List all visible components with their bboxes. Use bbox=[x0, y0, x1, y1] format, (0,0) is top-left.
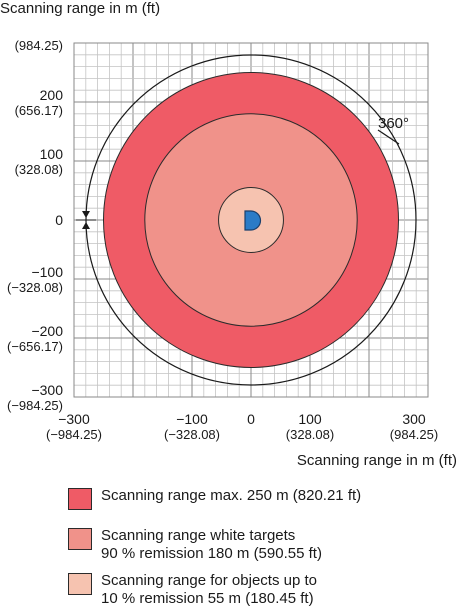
y-tick-feet: (−328.08) bbox=[6, 280, 63, 295]
x-tick-value: 100 bbox=[298, 411, 322, 427]
y-tick-feet: (328.08) bbox=[14, 162, 63, 177]
x-tick-feet: (328.08) bbox=[285, 427, 335, 442]
legend-label-line: Scanning range max. 250 m (820.21 ft) bbox=[101, 487, 362, 504]
y-tick-feet: (−656.17) bbox=[6, 339, 63, 354]
x-tick-label: −100 (−328.08) bbox=[147, 411, 237, 443]
y-tick-feet: (656.17) bbox=[14, 103, 63, 118]
y-tick-label: −300 (−984.25) bbox=[0, 382, 63, 414]
legend-swatch bbox=[68, 528, 92, 550]
y-tick-value: −200 bbox=[31, 323, 63, 339]
legend-item: Scanning range for objects up to 10 % rem… bbox=[68, 572, 317, 608]
y-tick-feet: (−984.25) bbox=[6, 398, 63, 413]
y-tick-label: (984.25) bbox=[0, 38, 63, 54]
x-tick-label: 0 bbox=[206, 411, 296, 427]
y-tick-value: −100 bbox=[31, 264, 63, 280]
x-axis-title: Scanning range in m (ft) bbox=[296, 452, 457, 469]
legend-item: Scanning range white targets 90 % remissi… bbox=[68, 527, 322, 563]
grid-border bbox=[73, 42, 429, 398]
x-tick-label: −300 (−984.25) bbox=[29, 411, 119, 443]
y-tick-label: −100 (−328.08) bbox=[0, 264, 63, 296]
y-tick-label: 100 (328.08) bbox=[0, 146, 63, 178]
x-tick-value: 0 bbox=[247, 411, 255, 427]
y-tick-feet: (984.25) bbox=[14, 38, 63, 53]
zero-marker-icon bbox=[76, 211, 96, 229]
x-tick-feet: (−328.08) bbox=[163, 427, 220, 442]
legend-label-line: 90 % remission 180 m (590.55 ft) bbox=[101, 545, 322, 562]
x-tick-feet: (−984.25) bbox=[45, 427, 102, 442]
legend-swatch bbox=[68, 573, 92, 595]
y-tick-label: 0 bbox=[0, 212, 63, 228]
angle-arrow-icon bbox=[377, 129, 400, 145]
x-tick-value: 300 bbox=[402, 411, 426, 427]
y-tick-value: −300 bbox=[31, 382, 63, 398]
y-axis-title: Scanning range in m (ft) bbox=[0, 0, 161, 17]
legend-label-line: Scanning range for objects up to bbox=[101, 572, 317, 589]
y-tick-value: 0 bbox=[55, 212, 63, 228]
y-tick-value: 100 bbox=[39, 146, 63, 162]
range-plot: 360° bbox=[73, 42, 429, 398]
x-tick-label: 100 (328.08) bbox=[265, 411, 355, 443]
legend-item: Scanning range max. 250 m (820.21 ft) bbox=[68, 487, 361, 510]
y-tick-value: 200 bbox=[39, 87, 63, 103]
sensor-icon bbox=[244, 210, 262, 231]
x-tick-feet: (984.25) bbox=[389, 427, 439, 442]
y-tick-label: −200 (−656.17) bbox=[0, 323, 63, 355]
legend-label: Scanning range white targets 90 % remissi… bbox=[101, 527, 322, 563]
legend-swatch bbox=[68, 488, 92, 510]
x-tick-value: −300 bbox=[58, 411, 90, 427]
legend-label: Scanning range max. 250 m (820.21 ft) bbox=[101, 487, 361, 505]
angle-label: 360° bbox=[378, 115, 409, 132]
legend-label: Scanning range for objects up to 10 % rem… bbox=[101, 572, 317, 608]
legend-label-line: Scanning range white targets bbox=[101, 527, 296, 544]
legend-label-line: 10 % remission 55 m (180.45 ft) bbox=[101, 590, 314, 607]
x-tick-label: 300 (984.25) bbox=[369, 411, 459, 443]
y-tick-label: 200 (656.17) bbox=[0, 87, 63, 119]
x-tick-value: −100 bbox=[176, 411, 208, 427]
